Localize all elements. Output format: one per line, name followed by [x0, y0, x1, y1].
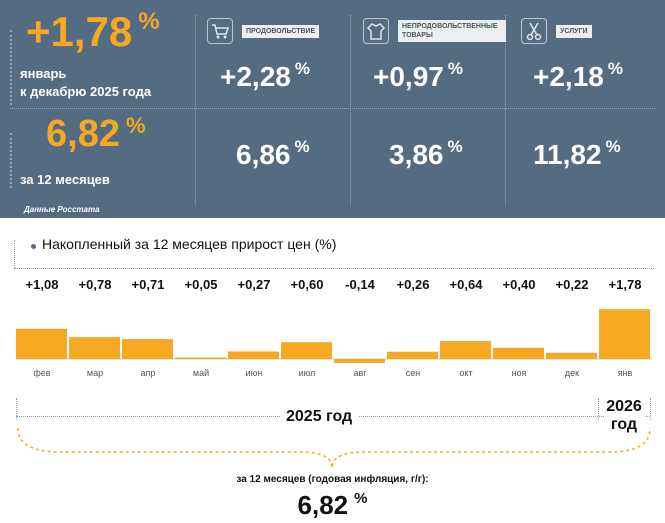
- footer-caption: за 12 месяцев (годовая инфляция, г/г):: [236, 474, 429, 485]
- category-label: УСЛУГИ: [556, 25, 592, 38]
- month-label: янв: [617, 368, 633, 378]
- bar-май: [175, 357, 226, 359]
- footer-annual-inflation: 6,82%: [297, 490, 368, 520]
- bar-value-label: +0,40: [502, 277, 536, 292]
- bar-апр: [122, 339, 173, 359]
- month-label: июн: [245, 368, 263, 378]
- bar-ноя: [493, 347, 544, 359]
- source-note: Данные Росстата: [24, 205, 100, 214]
- annual-caption: за 12 месяцев: [20, 172, 110, 187]
- month-label: ноя: [511, 368, 527, 378]
- month-label: сен: [405, 368, 421, 378]
- bar-янв: [599, 309, 650, 359]
- category-annual: 11,82%: [533, 137, 621, 170]
- bar-value-label: +1,78: [608, 277, 642, 292]
- monthly-caption: январь: [20, 66, 67, 81]
- scissors-icon: [521, 18, 547, 44]
- bar-авг: [334, 359, 385, 363]
- bar-value-label: +0,71: [131, 277, 165, 292]
- monthly-inflation: +1,78%: [26, 8, 160, 55]
- divider: [14, 240, 15, 268]
- month-label: дек: [564, 368, 580, 378]
- bullet-icon: [31, 244, 36, 249]
- bar-окт: [440, 341, 491, 359]
- category-monthly: +2,18%: [533, 59, 623, 92]
- monthly-caption: к декабрю 2025 года: [20, 84, 152, 99]
- bar-value-label: -0,14: [345, 277, 375, 292]
- chart-title: Накопленный за 12 месяцев прирост цен (%…: [42, 236, 337, 252]
- bar-value-label: +0,26: [396, 277, 430, 292]
- summary-panel: +1,78% январь к декабрю 2025 года 6,82% …: [0, 0, 665, 218]
- category-annual: 3,86%: [389, 137, 463, 170]
- divider: [14, 268, 654, 269]
- divider: [10, 108, 655, 109]
- category-label: НЕПРОДОВОЛЬСТВЕННЫЕ ТОВАРЫ: [398, 20, 506, 42]
- month-label: июл: [298, 368, 316, 378]
- bar-value-label: +0,22: [555, 277, 589, 292]
- month-label: авг: [353, 368, 367, 378]
- month-label: мар: [86, 368, 104, 378]
- month-label: апр: [140, 368, 156, 378]
- bar-value-label: +0,27: [237, 277, 271, 292]
- divider: [195, 15, 196, 205]
- bar-value-label: +0,78: [78, 277, 112, 292]
- month-label: окт: [459, 368, 473, 378]
- divider: [10, 30, 12, 105]
- bar-мар: [69, 337, 120, 359]
- bar-value-label: +0,05: [184, 277, 218, 292]
- divider: [350, 15, 351, 205]
- category-monthly: +0,97%: [373, 59, 463, 92]
- bar-июн: [228, 351, 279, 359]
- bar-июл: [281, 342, 332, 359]
- year-2025-label: 2025 год: [280, 408, 359, 426]
- divider: [505, 15, 506, 205]
- category-label: ПРОДОВОЛЬСТВИЕ: [242, 25, 320, 38]
- clothing-icon: [363, 18, 389, 44]
- shopping-cart-icon: [207, 18, 233, 44]
- bar-value-label: +0,64: [449, 277, 483, 292]
- annual-inflation: 6,82%: [46, 113, 146, 155]
- divider: [598, 398, 599, 420]
- category-annual: 6,86%: [236, 137, 310, 170]
- bar-фев: [16, 328, 67, 359]
- month-label: май: [192, 368, 210, 378]
- divider: [650, 398, 651, 420]
- year-2026-label: 2026 год: [604, 398, 644, 434]
- bar-value-label: +0,60: [290, 277, 324, 292]
- divider: [10, 133, 12, 188]
- month-label: фев: [33, 368, 51, 378]
- divider: [16, 398, 17, 420]
- bar-дек: [546, 352, 597, 359]
- bar-value-label: +1,08: [25, 277, 59, 292]
- bar-сен: [387, 351, 438, 359]
- category-monthly: +2,28%: [220, 59, 310, 92]
